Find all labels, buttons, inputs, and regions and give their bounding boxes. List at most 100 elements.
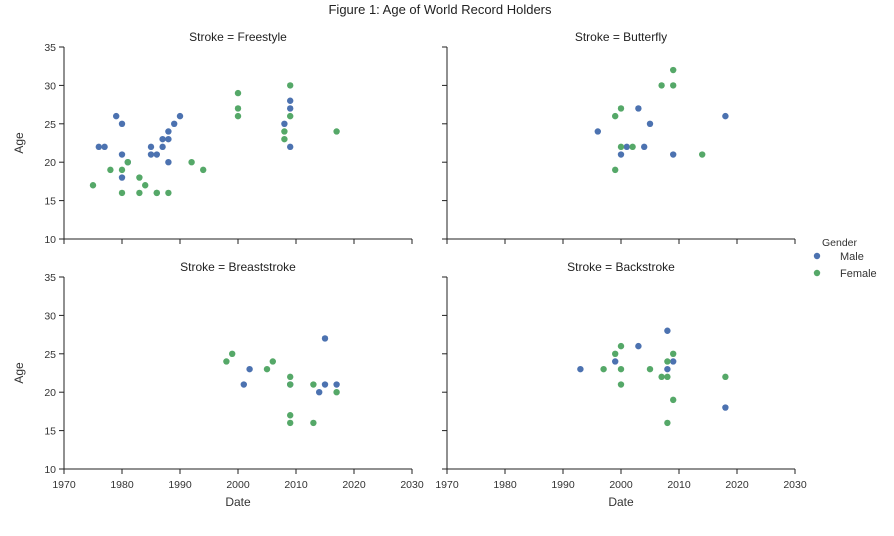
point-female xyxy=(229,350,236,357)
legend-marker-male xyxy=(813,252,821,260)
point-female xyxy=(658,373,665,381)
point-male xyxy=(722,112,729,120)
panel-title: Stroke = Breaststroke xyxy=(180,260,296,274)
x-tick-label: 1980 xyxy=(493,479,517,491)
point-female xyxy=(664,358,671,365)
point-male xyxy=(113,112,120,120)
point-male xyxy=(617,151,625,158)
y-tick-label: 20 xyxy=(44,157,56,169)
x-tick-label: 2020 xyxy=(725,479,749,491)
point-male xyxy=(612,358,619,365)
x-tick-label: 1970 xyxy=(435,479,459,491)
figure-title: Figure 1: Age of World Record Holders xyxy=(328,2,552,17)
point-male xyxy=(159,143,166,151)
point-female xyxy=(287,373,294,381)
y-tick-label: 30 xyxy=(44,310,56,322)
legend-title: Gender xyxy=(822,237,858,249)
panel-0: Stroke = Freestyle 10 15 20 25 30 35 Age xyxy=(12,30,413,246)
x-tick-label: 1990 xyxy=(168,479,192,491)
point-male xyxy=(165,128,172,135)
point-male xyxy=(153,151,160,158)
point-male xyxy=(670,358,677,365)
y-tick-label: 30 xyxy=(44,80,56,92)
point-male xyxy=(287,97,294,104)
point-male xyxy=(646,120,654,128)
point-female xyxy=(670,350,677,357)
point-female xyxy=(617,143,625,151)
x-tick-label: 2010 xyxy=(284,479,308,491)
y-tick-label: 15 xyxy=(44,196,56,208)
point-female xyxy=(263,365,271,373)
y-tick-label: 35 xyxy=(44,42,56,54)
point-male xyxy=(321,335,329,342)
x-axis-label: Date xyxy=(608,495,634,509)
y-axis-label: Age xyxy=(12,132,26,154)
x-tick-label: 2000 xyxy=(609,479,633,491)
point-male xyxy=(287,105,294,112)
point-female xyxy=(287,82,294,89)
panel-title: Stroke = Freestyle xyxy=(189,30,287,44)
point-female xyxy=(333,128,340,135)
y-tick-label: 10 xyxy=(44,464,56,476)
x-tick-label: 1990 xyxy=(551,479,575,491)
point-female xyxy=(200,166,207,174)
point-female xyxy=(136,189,143,197)
x-tick-label: 1980 xyxy=(110,479,134,491)
point-male xyxy=(623,143,630,151)
point-male xyxy=(635,342,642,350)
legend: Gender Male Female xyxy=(813,237,877,280)
point-female xyxy=(118,166,126,174)
x-axis-label: Date xyxy=(225,495,251,509)
point-female xyxy=(612,112,619,120)
point-female xyxy=(136,174,143,181)
point-female xyxy=(617,105,625,112)
point-female xyxy=(234,112,242,120)
panel-title: Stroke = Backstroke xyxy=(567,260,675,274)
point-female xyxy=(107,166,114,174)
panel-title: Stroke = Butterfly xyxy=(575,30,667,44)
point-male xyxy=(118,174,126,181)
point-male xyxy=(240,381,247,388)
point-female xyxy=(600,365,607,373)
point-female xyxy=(142,182,149,189)
point-male xyxy=(165,135,172,143)
point-male xyxy=(101,143,108,151)
point-female xyxy=(617,342,625,350)
y-tick-label: 10 xyxy=(44,234,56,246)
point-female xyxy=(617,365,625,373)
point-male xyxy=(641,143,648,151)
point-male xyxy=(635,105,642,112)
point-female xyxy=(153,189,160,197)
y-axis-label: Age xyxy=(12,362,26,384)
y-tick-label: 20 xyxy=(44,387,56,399)
point-female xyxy=(699,151,706,158)
point-male xyxy=(246,365,253,373)
point-male xyxy=(670,151,677,158)
y-tick-label: 25 xyxy=(44,349,56,361)
point-female xyxy=(310,381,317,388)
point-male xyxy=(147,143,155,151)
point-female xyxy=(658,82,665,89)
point-female xyxy=(287,419,294,427)
point-female xyxy=(234,105,242,112)
point-male xyxy=(287,143,294,151)
x-tick-label: 2030 xyxy=(400,479,424,491)
point-male xyxy=(333,381,340,388)
point-female xyxy=(165,189,172,197)
point-female xyxy=(281,135,288,143)
point-male xyxy=(321,381,329,388)
y-tick-label: 15 xyxy=(44,426,56,438)
point-female xyxy=(646,365,654,373)
point-female xyxy=(118,189,126,197)
x-tick-label: 2020 xyxy=(342,479,366,491)
point-female xyxy=(287,112,294,120)
panel-3: Stroke = Backstroke 1970 1980 1990 2000 2010 2… xyxy=(435,260,807,509)
point-female xyxy=(287,412,294,419)
point-female xyxy=(617,381,625,388)
panel-2: Stroke = Breaststroke 10 15 20 25 30 35 1970 198… xyxy=(12,260,424,509)
point-male xyxy=(176,112,184,120)
point-female xyxy=(664,419,671,427)
point-female xyxy=(670,396,677,404)
point-male xyxy=(118,151,126,158)
